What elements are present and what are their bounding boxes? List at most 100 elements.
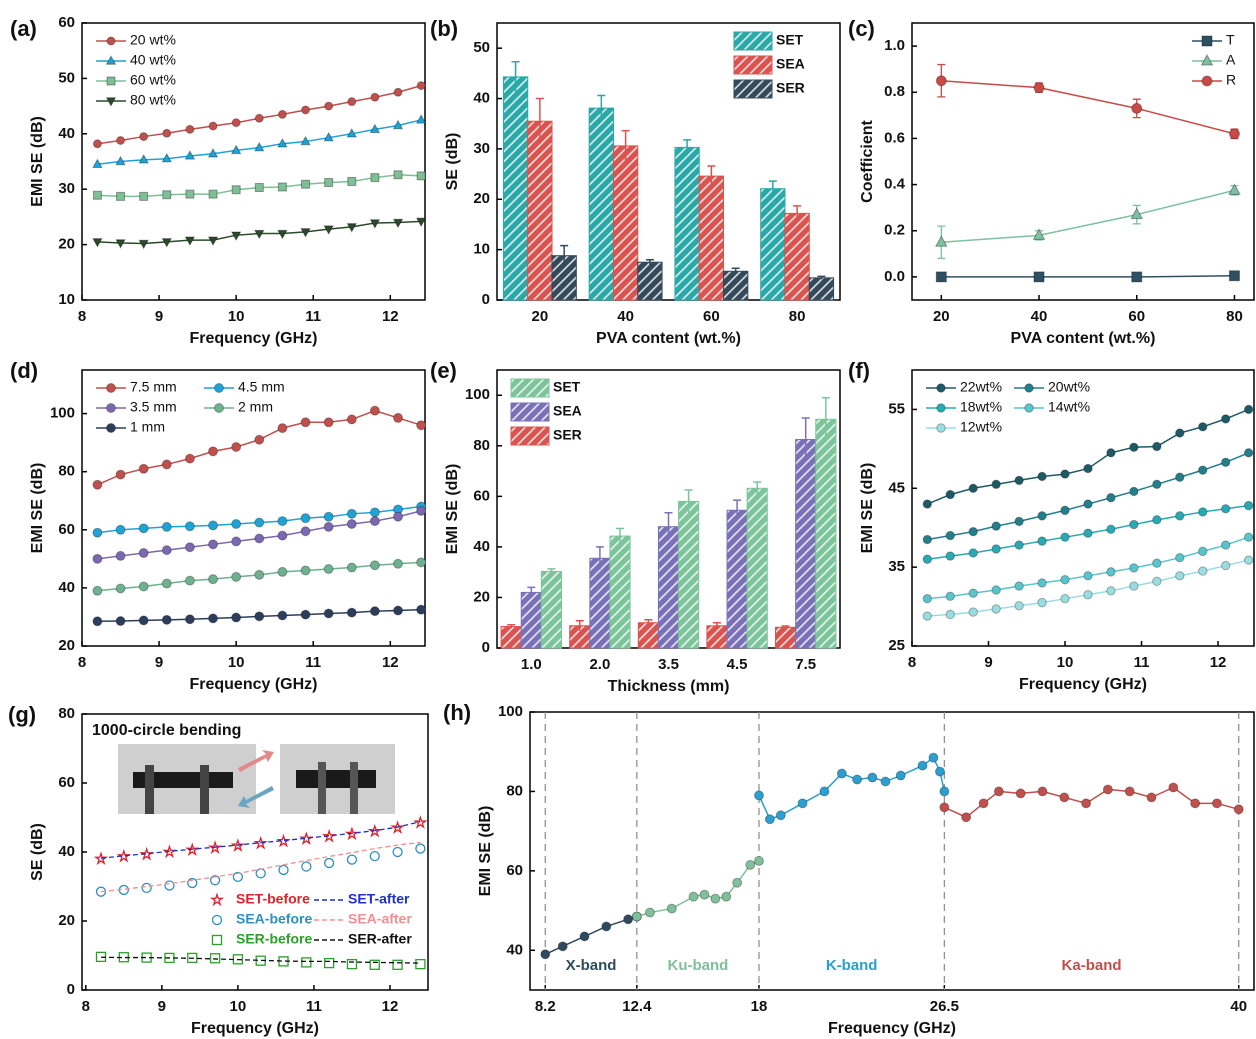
marker <box>92 139 102 149</box>
marker <box>1200 53 1214 66</box>
marker <box>185 842 200 857</box>
bar <box>815 418 837 649</box>
marker <box>162 190 172 200</box>
error-bar <box>731 267 740 275</box>
marker <box>978 798 989 809</box>
bar <box>760 188 786 301</box>
marker <box>631 911 642 922</box>
marker <box>1228 128 1240 140</box>
marker <box>254 611 265 622</box>
marker <box>162 128 172 138</box>
marker <box>138 239 149 250</box>
marker <box>208 613 219 624</box>
legend-label: SET <box>553 379 581 395</box>
marker <box>1129 442 1139 452</box>
marker <box>936 403 946 413</box>
x-axis-title: PVA content (wt.%) <box>1011 330 1156 347</box>
marker <box>208 121 218 131</box>
y-tick-label: 10 <box>473 241 490 258</box>
marker <box>161 238 173 248</box>
marker <box>732 877 743 888</box>
y-tick-label: 60 <box>58 774 75 791</box>
marker <box>1198 465 1208 475</box>
x-tick-label: 11 <box>306 998 322 1015</box>
marker <box>1015 788 1026 799</box>
legend-label: 3.5 mm <box>130 399 177 415</box>
marker <box>277 109 287 119</box>
marker <box>161 152 173 163</box>
marker <box>753 855 764 866</box>
marker <box>301 105 311 115</box>
x-tick-label: 3.5 <box>658 656 679 673</box>
y-tick-label: 60 <box>58 14 75 31</box>
marker <box>710 893 721 904</box>
marker <box>1175 428 1185 438</box>
x-tick-label: 8 <box>82 998 90 1015</box>
x-tick-label: 20 <box>532 308 549 325</box>
x-tick-label: 4.5 <box>727 656 748 673</box>
marker <box>347 176 357 186</box>
marker <box>936 383 946 393</box>
marker <box>138 523 149 534</box>
x-tick-label: 9 <box>158 998 166 1015</box>
marker <box>1033 82 1045 94</box>
marker <box>161 578 172 589</box>
marker <box>92 527 103 538</box>
legend-label: SEA <box>553 403 582 419</box>
marker <box>367 823 382 838</box>
marker <box>721 891 732 902</box>
marker <box>1175 472 1185 482</box>
marker <box>115 583 126 594</box>
y-axis-title: EMI SE (dB) <box>859 463 876 554</box>
marker <box>1168 782 1179 793</box>
marker <box>1037 471 1047 482</box>
panel-label: (e) <box>430 358 457 383</box>
panel: (g) 0 20 40 60 80 8 9 10 11 12 Frequency (GHz) SE (d… <box>8 702 429 1037</box>
panel: (f) 25 35 45 55 8 9 10 11 12 Frequency (GHz) EMI SE… <box>848 358 1255 693</box>
panel-label: (h) <box>443 700 471 725</box>
marker <box>936 423 946 433</box>
marker <box>164 880 175 891</box>
marker <box>1014 516 1024 527</box>
marker <box>277 229 288 240</box>
marker <box>1243 448 1254 458</box>
marker <box>416 604 427 615</box>
marker <box>323 521 334 532</box>
marker <box>231 518 242 529</box>
marker <box>393 170 403 180</box>
x-tick-label: 12 <box>382 308 399 325</box>
marker <box>991 544 1001 554</box>
marker <box>416 81 426 91</box>
marker <box>1220 457 1231 467</box>
marker <box>1083 571 1093 581</box>
marker <box>1190 798 1201 809</box>
error-bar <box>707 165 716 187</box>
panel-label: (f) <box>848 358 870 383</box>
y-tick-label: 100 <box>50 405 75 422</box>
x-tick-label: 8.2 <box>535 998 556 1015</box>
legend-label: 7.5 mm <box>130 379 177 395</box>
marker <box>1032 228 1046 240</box>
bar <box>637 261 663 301</box>
marker <box>369 219 381 229</box>
y-tick-label: 40 <box>58 843 75 860</box>
marker <box>1106 493 1116 503</box>
marker <box>968 588 978 598</box>
x-axis-title: Frequency (GHz) <box>828 1020 956 1037</box>
bar <box>500 626 522 649</box>
error-bar <box>597 94 606 121</box>
x-tick-label: 40 <box>617 308 634 325</box>
marker <box>346 607 357 618</box>
y-tick-label: 40 <box>58 125 75 142</box>
error-bar <box>768 180 777 197</box>
marker <box>208 189 218 199</box>
marker <box>1129 486 1139 497</box>
panel-label: (g) <box>8 702 36 727</box>
x-tick-label: 7.5 <box>795 656 816 673</box>
marker <box>416 505 427 516</box>
bar <box>637 622 659 649</box>
marker <box>939 786 950 797</box>
marker <box>1124 786 1135 797</box>
marker <box>416 420 427 431</box>
